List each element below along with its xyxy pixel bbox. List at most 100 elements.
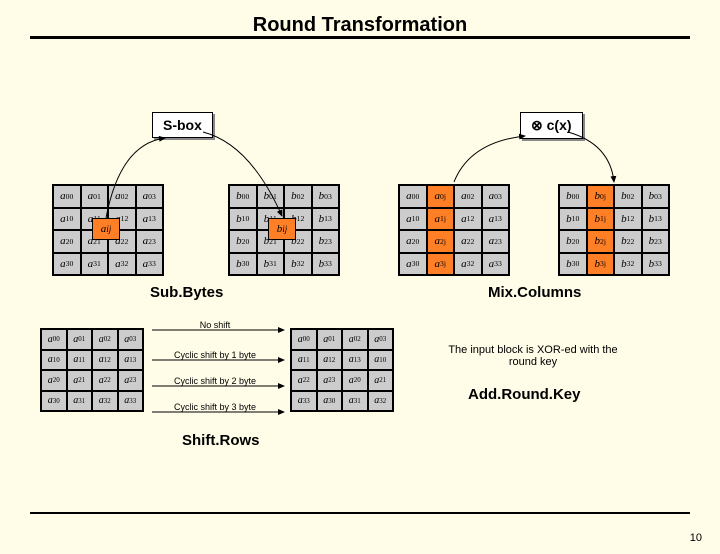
grid-cell: a30 bbox=[317, 391, 343, 412]
grid-cell: b02 bbox=[284, 185, 312, 208]
shift-annot-1: Cyclic shift by 1 byte bbox=[160, 350, 270, 360]
grid-cell: a33 bbox=[482, 253, 510, 276]
grid-cell: a20 bbox=[41, 370, 67, 391]
grid-cell: a12 bbox=[454, 208, 482, 231]
grid-cell: a13 bbox=[118, 350, 144, 371]
grid-cell: a13 bbox=[482, 208, 510, 231]
grid-cell: b1j bbox=[587, 208, 615, 231]
grid-cell: a12 bbox=[317, 350, 343, 371]
grid-cell: a01 bbox=[81, 185, 109, 208]
subbytes-label: Sub.Bytes bbox=[150, 284, 223, 301]
grid-cell: b22 bbox=[614, 230, 642, 253]
page-title: Round Transformation bbox=[0, 14, 720, 37]
grid-cell: b01 bbox=[257, 185, 285, 208]
grid-cell: b20 bbox=[559, 230, 587, 253]
grid-cell: b10 bbox=[229, 208, 257, 231]
grid-cell: a03 bbox=[118, 329, 144, 350]
grid-cell: a32 bbox=[454, 253, 482, 276]
grid-cell: a11 bbox=[67, 350, 93, 371]
grid-mixcolumns-in: a00a0ja02a03a10a1ja12a13a20a2ja22a23a30a… bbox=[398, 184, 510, 276]
grid-cell: a03 bbox=[368, 329, 394, 350]
grid-cell: a21 bbox=[368, 370, 394, 391]
grid-cell: a20 bbox=[342, 370, 368, 391]
grid-cell: a02 bbox=[454, 185, 482, 208]
grid-cell: a32 bbox=[368, 391, 394, 412]
grid-cell: a02 bbox=[342, 329, 368, 350]
grid-cell: a13 bbox=[136, 208, 164, 231]
grid-cell: a21 bbox=[67, 370, 93, 391]
top-rule bbox=[30, 36, 690, 39]
grid-cell: a31 bbox=[342, 391, 368, 412]
grid-cell: a10 bbox=[53, 208, 81, 231]
grid-cell: b2j bbox=[587, 230, 615, 253]
grid-cell: a00 bbox=[41, 329, 67, 350]
grid-cell: a00 bbox=[291, 329, 317, 350]
grid-cell: a33 bbox=[291, 391, 317, 412]
grid-cell: a31 bbox=[67, 391, 93, 412]
grid-cell: b23 bbox=[312, 230, 340, 253]
grid-cell: a33 bbox=[118, 391, 144, 412]
grid-cell: b33 bbox=[642, 253, 670, 276]
grid-cell: b10 bbox=[559, 208, 587, 231]
cx-label: ⊗ c(x) bbox=[520, 112, 583, 139]
grid-cell: b03 bbox=[312, 185, 340, 208]
mixcolumns-label: Mix.Columns bbox=[488, 284, 581, 301]
grid-cell: a32 bbox=[108, 253, 136, 276]
grid-cell: a23 bbox=[118, 370, 144, 391]
grid-shiftrows-in: a00a01a02a03a10a11a12a13a20a21a22a23a30a… bbox=[40, 328, 144, 412]
grid-cell: a22 bbox=[92, 370, 118, 391]
grid-cell: a1j bbox=[427, 208, 455, 231]
grid-cell: b00 bbox=[229, 185, 257, 208]
grid-cell: a32 bbox=[92, 391, 118, 412]
grid-cell: a33 bbox=[136, 253, 164, 276]
shift-annot-0: No shift bbox=[160, 320, 270, 330]
grid-cell: a02 bbox=[108, 185, 136, 208]
grid-cell: a13 bbox=[342, 350, 368, 371]
grid-cell: b33 bbox=[312, 253, 340, 276]
grid-cell: a10 bbox=[41, 350, 67, 371]
grid-cell: b3j bbox=[587, 253, 615, 276]
bottom-rule bbox=[30, 512, 690, 514]
grid-cell: b00 bbox=[559, 185, 587, 208]
grid-cell: a03 bbox=[136, 185, 164, 208]
grid-cell: b32 bbox=[284, 253, 312, 276]
grid-cell: a10 bbox=[399, 208, 427, 231]
grid-cell: b03 bbox=[642, 185, 670, 208]
grid-shiftrows-out: a00a01a02a03a11a12a13a10a22a23a20a21a33a… bbox=[290, 328, 394, 412]
grid-cell: b13 bbox=[312, 208, 340, 231]
grid-mixcolumns-out: b00b0jb02b03b10b1jb12b13b20b2jb22b23b30b… bbox=[558, 184, 670, 276]
grid-cell: a00 bbox=[399, 185, 427, 208]
grid-cell: b0j bbox=[587, 185, 615, 208]
addroundkey-label: Add.Round.Key bbox=[468, 386, 581, 403]
grid-cell: a22 bbox=[454, 230, 482, 253]
grid-cell: a3j bbox=[427, 253, 455, 276]
sbox-label: S-box bbox=[152, 112, 213, 138]
grid-cell: a01 bbox=[67, 329, 93, 350]
grid-cell: a00 bbox=[53, 185, 81, 208]
page-number: 10 bbox=[690, 532, 702, 544]
grid-cell: a10 bbox=[368, 350, 394, 371]
grid-cell: a30 bbox=[41, 391, 67, 412]
grid-cell: a01 bbox=[317, 329, 343, 350]
grid-cell: a22 bbox=[291, 370, 317, 391]
grid-cell: b31 bbox=[257, 253, 285, 276]
grid-cell: a30 bbox=[53, 253, 81, 276]
grid-cell: a20 bbox=[53, 230, 81, 253]
arrows-svg bbox=[0, 14, 720, 554]
grid-cell: a2j bbox=[427, 230, 455, 253]
grid-cell: a30 bbox=[399, 253, 427, 276]
grid-cell: a03 bbox=[482, 185, 510, 208]
grid-cell: b13 bbox=[642, 208, 670, 231]
grid-cell: a23 bbox=[136, 230, 164, 253]
overlay-bij: bij bbox=[268, 218, 296, 240]
shiftrows-label: Shift.Rows bbox=[182, 432, 260, 449]
grid-cell: a31 bbox=[81, 253, 109, 276]
grid-cell: b23 bbox=[642, 230, 670, 253]
grid-cell: a02 bbox=[92, 329, 118, 350]
grid-cell: b32 bbox=[614, 253, 642, 276]
grid-cell: a11 bbox=[291, 350, 317, 371]
grid-cell: a0j bbox=[427, 185, 455, 208]
grid-cell: a23 bbox=[482, 230, 510, 253]
grid-cell: b12 bbox=[614, 208, 642, 231]
grid-cell: a23 bbox=[317, 370, 343, 391]
